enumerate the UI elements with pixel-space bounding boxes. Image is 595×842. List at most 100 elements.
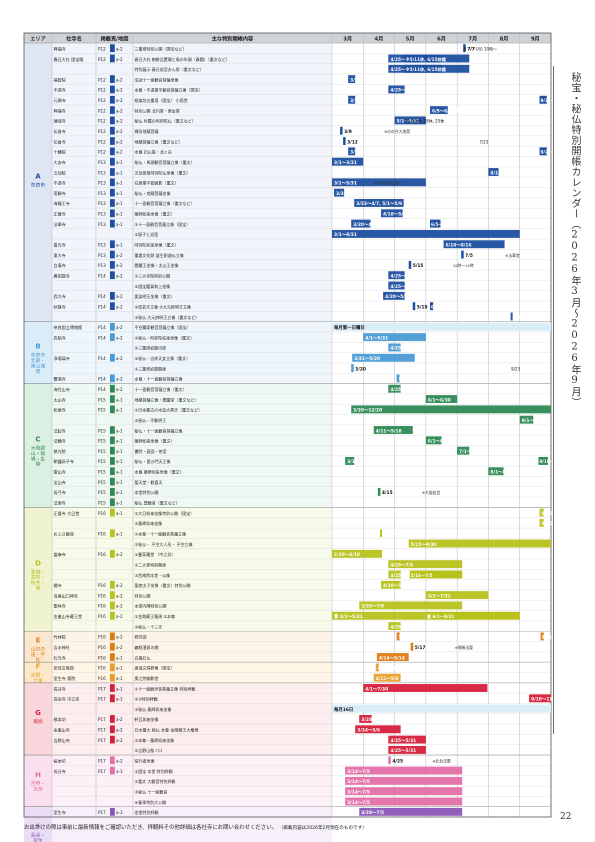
content-text: 極楽坊五重塔（国宝） 小塔堂 [135,97,188,103]
map-icon [110,126,115,135]
header-content: 主な特別開帳内容 [212,35,254,43]
header-month: 7月 [468,35,477,43]
temple-name: 石光寺 [54,654,66,660]
map-icon [110,673,115,682]
map-icon [110,632,115,641]
period-label: 4/25〜7/5 [390,562,413,568]
area-letter: F [36,663,41,671]
content-text: 渡海文殊群像（国宝） [135,665,175,671]
schedule-bar [430,106,448,115]
schedule-band [332,704,551,713]
period-note: ※ 7/7 (月) 10時〜 [463,45,497,51]
map-icon [110,807,115,816]
period-label: 3/20〜4/7 [353,222,376,228]
period-label-2: 9/19〜9/27 [539,459,564,464]
period-label-2: 5/16〜7/5 [411,573,433,578]
period-label: 4/25〜7/12 [390,67,416,73]
temple-name: 海住山寺 [54,386,70,392]
content-text: 愛染明王坐像（重文） [135,293,175,299]
period-label: 4/20〜5/10 [385,294,411,300]
content-text: 義経潜居の間 [135,644,159,650]
period-label: 4/13〜4/15 [378,666,404,672]
content-text: 十一面観音菩薩立像（重文など） [135,200,195,206]
area-letter: E [36,637,41,645]
temple-name: 法起寺 [54,427,66,433]
page-ref: P14 [98,325,106,330]
map-ref: a-1 [116,459,123,464]
map-ref: a-2 [116,77,123,82]
period-label: 8/1〜8/15 [490,470,513,476]
content-text: 軒瓦如来坐像 [135,716,159,722]
content-text: 秘仏 紗羅の阿弥陀仏（重文など） [135,118,196,124]
map-ref: a-1 [116,212,123,217]
header-page: 掲載頁/地図 [101,35,129,43]
map-ref: a-2 [116,98,123,103]
temple-name: 十輪院 [54,149,66,155]
area-letter: I [37,822,40,830]
schedule-bar [359,807,463,816]
content-text: 在原業平御真影（重文） [135,180,179,186]
content-text: 秘仏・毘沙門天王像 [135,458,171,464]
schedule-bar [388,735,426,744]
schedule-bar [396,374,400,383]
content-text: ①秘仏・吉祥天女立像（重文） [135,355,191,361]
period-label: 4/25〜5/10 [390,88,416,94]
map-ref: a-1 [116,490,123,495]
temple-name: 海龍王寺 [54,200,70,206]
content-text: ②二大堂特別開扉 [135,561,167,567]
area-band [24,806,52,842]
period-label: 4/25〜5/6 [390,624,413,630]
page-ref: P17 [98,769,106,774]
map-ref: a-1 [116,531,123,536]
schedule-bar [425,591,489,600]
period-label: 4/17〜4/18 [382,531,408,537]
temple-name: 東大寺 [54,252,66,258]
area-name: 山辺の道・宇陀 [31,646,46,664]
period-label: 3/14〜3/22 [347,459,373,465]
schedule-bar [388,384,401,393]
page-ref: P16 [98,604,106,609]
area-band [24,321,52,384]
map-ref: a-1 [116,470,123,475]
schedule-bar [388,343,401,352]
map-icon [110,54,115,63]
schedule-bar [352,353,415,362]
schedule-bar [351,219,371,228]
temple-name: 慈光院 [54,448,66,454]
schedule-bar [377,487,381,496]
schedule-bar [539,508,544,517]
content-text: ①大日如来坐像特別公開（国宝） [135,510,195,516]
temple-name: 正暦寺 [54,211,66,217]
period-label: 3/17〜3/23 [350,98,376,104]
temple-name: 岩船寺 [54,334,66,340]
temple-name: 長岳寺 中之坊 [54,696,80,702]
temple-name: 春日大社 国宝殿 [54,56,84,62]
schedule-bar [379,529,383,538]
footnote-text: お出かけの際は事前に最新情報をご確認いただき、拝観料その他詳細は各社寺にお問い合… [24,825,277,831]
schedule-bar [332,611,426,620]
period-label: 6/5〜6/7, 6/19〜6/21 [432,108,481,114]
content-text: 秘仏・馬頭観音菩薩立像（重文） [135,159,195,165]
content-text: 閻魔王坐像・太山王坐像 [135,262,179,268]
schedule-bar [351,405,551,414]
area-letter: B [35,343,40,351]
page-ref: P15 [98,459,106,464]
period-label: 4/25〜7/12 [390,57,416,63]
period-note: ※5/11休, 18休, 25休 [405,118,445,124]
content-text: ①曼荼羅堂 （中之坊） [135,551,176,557]
page-ref: P14 [98,387,106,392]
content-text: ③西南院本堂・仏像 [135,572,171,578]
period-note: ※北台法要 [432,759,451,764]
page-ref: P16 [98,511,106,516]
map-ref: a-2 [116,57,123,62]
page-ref: P15 [98,439,106,444]
map-ref: a-1 [116,439,123,444]
temple-name: 秋篠寺 [54,303,66,309]
period-note: 7/23 [479,139,488,144]
content-text: 群芳園 [135,634,147,640]
map-ref: a-1 [116,449,123,454]
temple-name: 室生寺 [54,809,66,815]
period-label: 3/12 [347,139,358,145]
period-label: 3/14〜7/5 [347,779,370,785]
content-text: ①伎芸天立像 ②大元帥明王立像 [135,303,191,309]
